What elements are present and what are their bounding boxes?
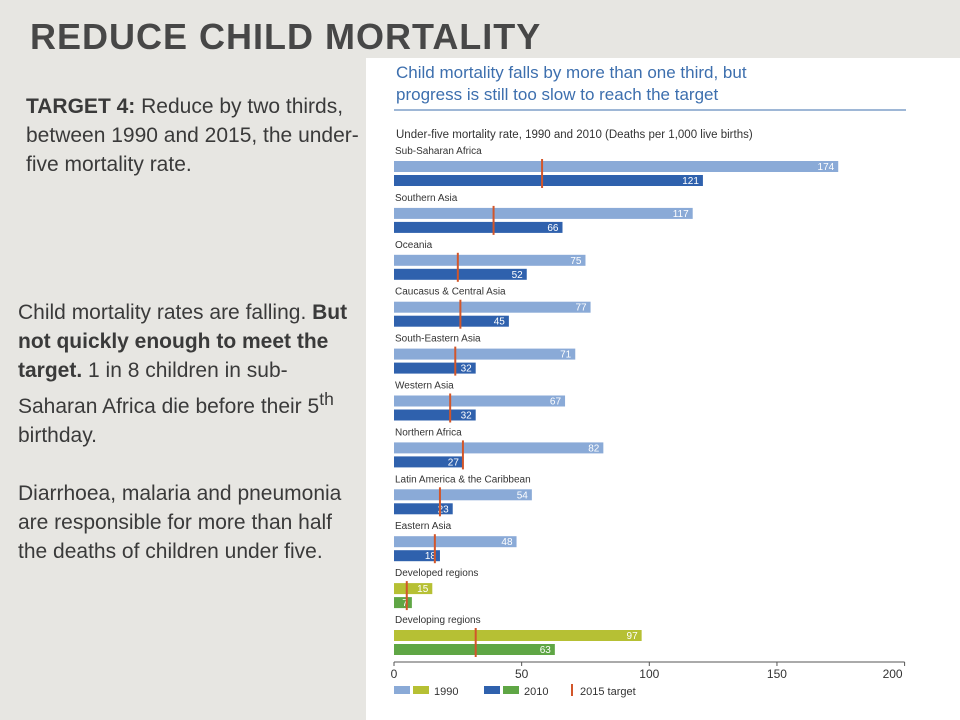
value-label-2010: 63	[540, 645, 552, 656]
bar-2010	[394, 221, 563, 233]
bar-1990	[394, 583, 433, 595]
category-label: Oceania	[395, 240, 433, 251]
bar-1990	[394, 395, 566, 407]
bar-1990	[394, 207, 693, 219]
category-label: Developing regions	[395, 615, 481, 626]
value-label-1990: 75	[570, 256, 582, 267]
bar-1990	[394, 442, 604, 454]
category-label: Caucasus & Central Asia	[395, 287, 506, 298]
bar-2010	[394, 315, 509, 327]
target-label: TARGET 4:	[26, 95, 136, 118]
slide-title: REDUCE CHILD MORTALITY	[30, 16, 542, 57]
x-tick-label: 200	[883, 667, 903, 681]
legend-swatch-2010-developed	[503, 686, 519, 694]
legend-swatch-1990-developed	[413, 686, 429, 694]
category-label: Sub-Saharan Africa	[395, 146, 482, 157]
category-label: Southern Asia	[395, 193, 458, 204]
para1-superscript: th	[319, 389, 334, 409]
mortality-bar-chart: Child mortality falls by more than one t…	[391, 63, 906, 698]
legend-label-2010: 2010	[524, 686, 548, 698]
value-label-2010: 66	[547, 223, 559, 234]
value-label-2010: 23	[438, 504, 450, 515]
value-label-2010: 18	[425, 551, 437, 562]
bar-2010	[394, 175, 703, 186]
bar-2010	[394, 268, 527, 280]
target-description: Reduce by two thirds, between 1990 and 2…	[26, 95, 359, 176]
bar-2010	[394, 362, 476, 374]
legend-swatch-1990	[394, 686, 410, 694]
legend-label-target: 2015 target	[580, 686, 636, 698]
value-label-1990: 82	[588, 443, 600, 454]
category-label: Eastern Asia	[395, 521, 452, 532]
value-label-2010: 45	[494, 317, 506, 328]
value-label-1990: 71	[560, 350, 572, 361]
para1-bold: But not quickly enough to meet the targe…	[18, 301, 348, 382]
chart-subtitle: Under-five mortality rate, 1990 and 2010…	[396, 129, 753, 141]
para1-part-c: birthday.	[18, 424, 97, 447]
target-statement: TARGET 4: Reduce by two thirds, between …	[26, 92, 378, 179]
bar-1990	[394, 161, 839, 172]
value-label-1990: 77	[575, 303, 587, 314]
chart-title-line-1: Child mortality falls by more than one t…	[396, 63, 747, 82]
bar-1990	[394, 301, 591, 313]
bar-2010	[394, 597, 412, 609]
legend-label-1990: 1990	[434, 686, 458, 698]
value-label-1990: 117	[673, 209, 689, 220]
bar-2010	[394, 503, 453, 515]
value-label-2010: 32	[461, 411, 473, 422]
value-label-2010: 32	[461, 364, 473, 375]
bar-2010	[394, 644, 555, 655]
x-tick-label: 100	[639, 667, 659, 681]
category-label: Latin America & the Caribbean	[395, 474, 531, 485]
body-text: Child mortality rates are falling. But n…	[18, 298, 363, 566]
category-label: Northern Africa	[395, 427, 462, 438]
bar-1990	[394, 536, 517, 548]
category-label: Western Asia	[395, 381, 454, 392]
value-label-1990: 97	[627, 631, 639, 642]
chart-title-line-2: progress is still too slow to reach the …	[396, 85, 718, 104]
paragraph-progress: Child mortality rates are falling. But n…	[18, 298, 363, 450]
para1-part-a: Child mortality rates are falling.	[18, 301, 313, 324]
x-tick-label: 50	[515, 667, 529, 681]
bar-2010	[394, 456, 463, 468]
bar-1990	[394, 630, 642, 641]
x-tick-label: 150	[767, 667, 787, 681]
paragraph-causes: Diarrhoea, malaria and pneumonia are res…	[18, 482, 342, 563]
value-label-1990: 67	[550, 397, 562, 408]
category-label: South-Eastern Asia	[395, 334, 481, 345]
value-label-1990: 15	[417, 584, 429, 595]
legend-swatch-2010	[484, 686, 500, 694]
bar-1990	[394, 348, 576, 360]
value-label-2010: 52	[512, 270, 524, 281]
para1-part-b: 1 in 8 children in sub-Saharan Africa di…	[18, 359, 320, 418]
chart-panel: Child mortality falls by more than one t…	[366, 58, 960, 720]
value-label-1990: 54	[517, 490, 529, 501]
bar-2010	[394, 409, 476, 421]
value-label-2010: 121	[682, 176, 699, 187]
category-label: Developed regions	[395, 568, 478, 579]
bar-2010	[394, 550, 440, 562]
bar-1990	[394, 254, 586, 266]
value-label-2010: 7	[402, 598, 408, 609]
value-label-1990: 174	[818, 162, 835, 173]
bar-1990	[394, 489, 532, 501]
value-label-2010: 27	[448, 457, 460, 468]
value-label-1990: 48	[501, 537, 513, 548]
x-tick-label: 0	[391, 667, 398, 681]
